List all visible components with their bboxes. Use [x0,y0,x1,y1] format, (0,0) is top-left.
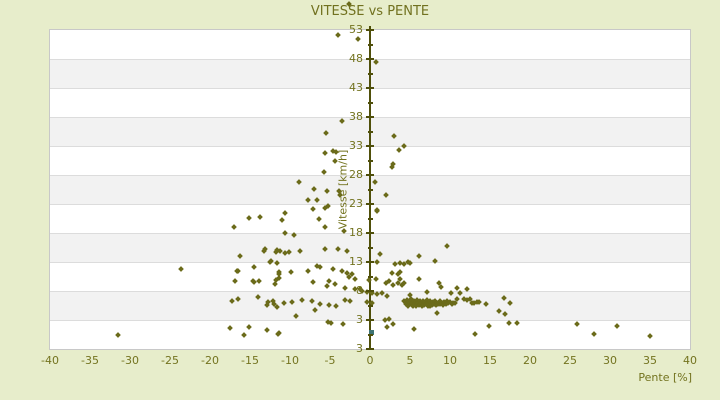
x-tick-label: -30 [121,354,139,367]
x-tick-label: 20 [523,354,537,367]
axis-minor-tick [367,43,373,46]
axis-major-tick [366,232,374,234]
y-tick-label: 3 [356,342,363,355]
axis-major-tick [366,116,374,118]
axis-minor-tick [367,275,373,278]
x-tick-label: -40 [41,354,59,367]
x-tick-label: 30 [603,354,617,367]
x-tick-label: -10 [281,354,299,367]
x-tick-label: -5 [324,354,336,367]
y-tick-label: 23 [349,197,363,210]
x-tick-label: 0 [366,354,374,367]
axis-major-tick [366,29,374,31]
y-axis-line [369,26,371,349]
axis-minor-tick [367,188,373,191]
axis-minor-tick [367,333,373,336]
x-tick-label: -20 [201,354,219,367]
axis-minor-tick [367,101,373,104]
axis-major-tick [366,145,374,147]
x-tick-label: 10 [443,354,457,367]
y-tick-label: 48 [349,52,363,65]
chart-title: VITESSE vs PENTE [310,4,430,19]
axis-minor-tick [367,217,373,220]
axis-major-tick [366,290,374,292]
axis-major-tick [366,348,374,350]
x-axis-title: Pente [%] [638,371,692,384]
y-tick-label: 43 [349,81,363,94]
x-tick-label: 40 [683,354,697,367]
axis-minor-tick [367,72,373,75]
axis-major-tick [366,319,374,321]
x-tick-label: 25 [563,354,577,367]
x-tick-label: -15 [241,354,259,367]
y-tick-label: 28 [349,168,363,181]
y-tick-label: 3 [356,313,363,326]
y-tick-label: 13 [349,255,363,268]
axis-minor-tick [367,130,373,133]
y-tick-label: 38 [349,110,363,123]
y-tick-label: 53 [349,23,363,36]
axis-major-tick [366,174,374,176]
axis-major-tick [366,87,374,89]
x-tick-label: 15 [483,354,497,367]
x-tick-label: -25 [161,354,179,367]
x-tick-label: 35 [643,354,657,367]
y-tick-label: 18 [349,226,363,239]
y-tick-label: 33 [349,139,363,152]
axis-major-tick [366,58,374,60]
axis-minor-tick [367,246,373,249]
y-tick-label: 8 [356,284,363,297]
x-tick-label: 5 [406,354,414,367]
x-tick-label: -35 [81,354,99,367]
axis-major-tick [366,203,374,205]
axis-minor-tick [367,304,373,307]
axis-minor-tick [367,159,373,162]
axis-major-tick [366,261,374,263]
